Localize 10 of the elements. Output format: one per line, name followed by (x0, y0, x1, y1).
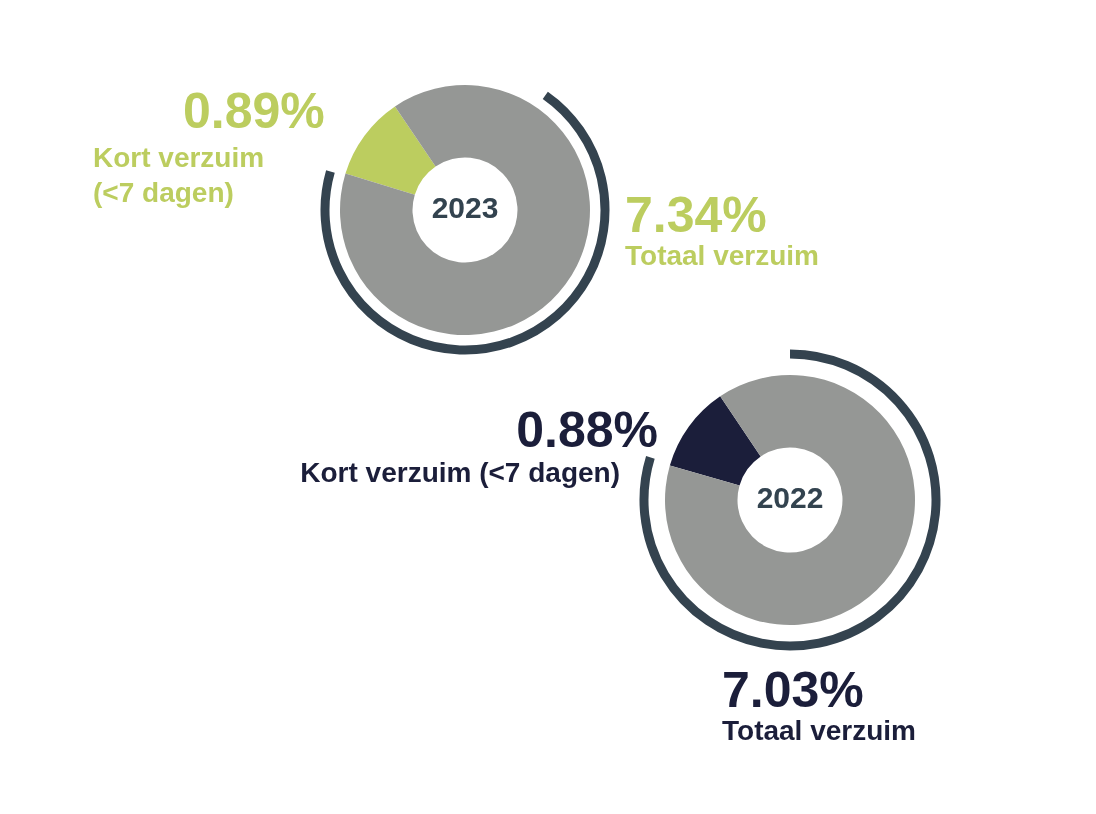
data-label: 7.34% (625, 187, 767, 243)
data-label: 0.89% (183, 83, 325, 139)
data-label: 0.88% (516, 402, 658, 458)
slice-label: Totaal verzuim (722, 715, 916, 746)
slice-label: Kort verzuim (<7 dagen) (300, 457, 620, 488)
slice-label: Kort verzuim (<7 dagen) (93, 142, 265, 208)
text: 2023 (431, 191, 499, 225)
slice-label: Totaal verzuim (625, 240, 819, 271)
text: 2022 (756, 481, 824, 515)
data-label: 7.03% (722, 662, 864, 718)
